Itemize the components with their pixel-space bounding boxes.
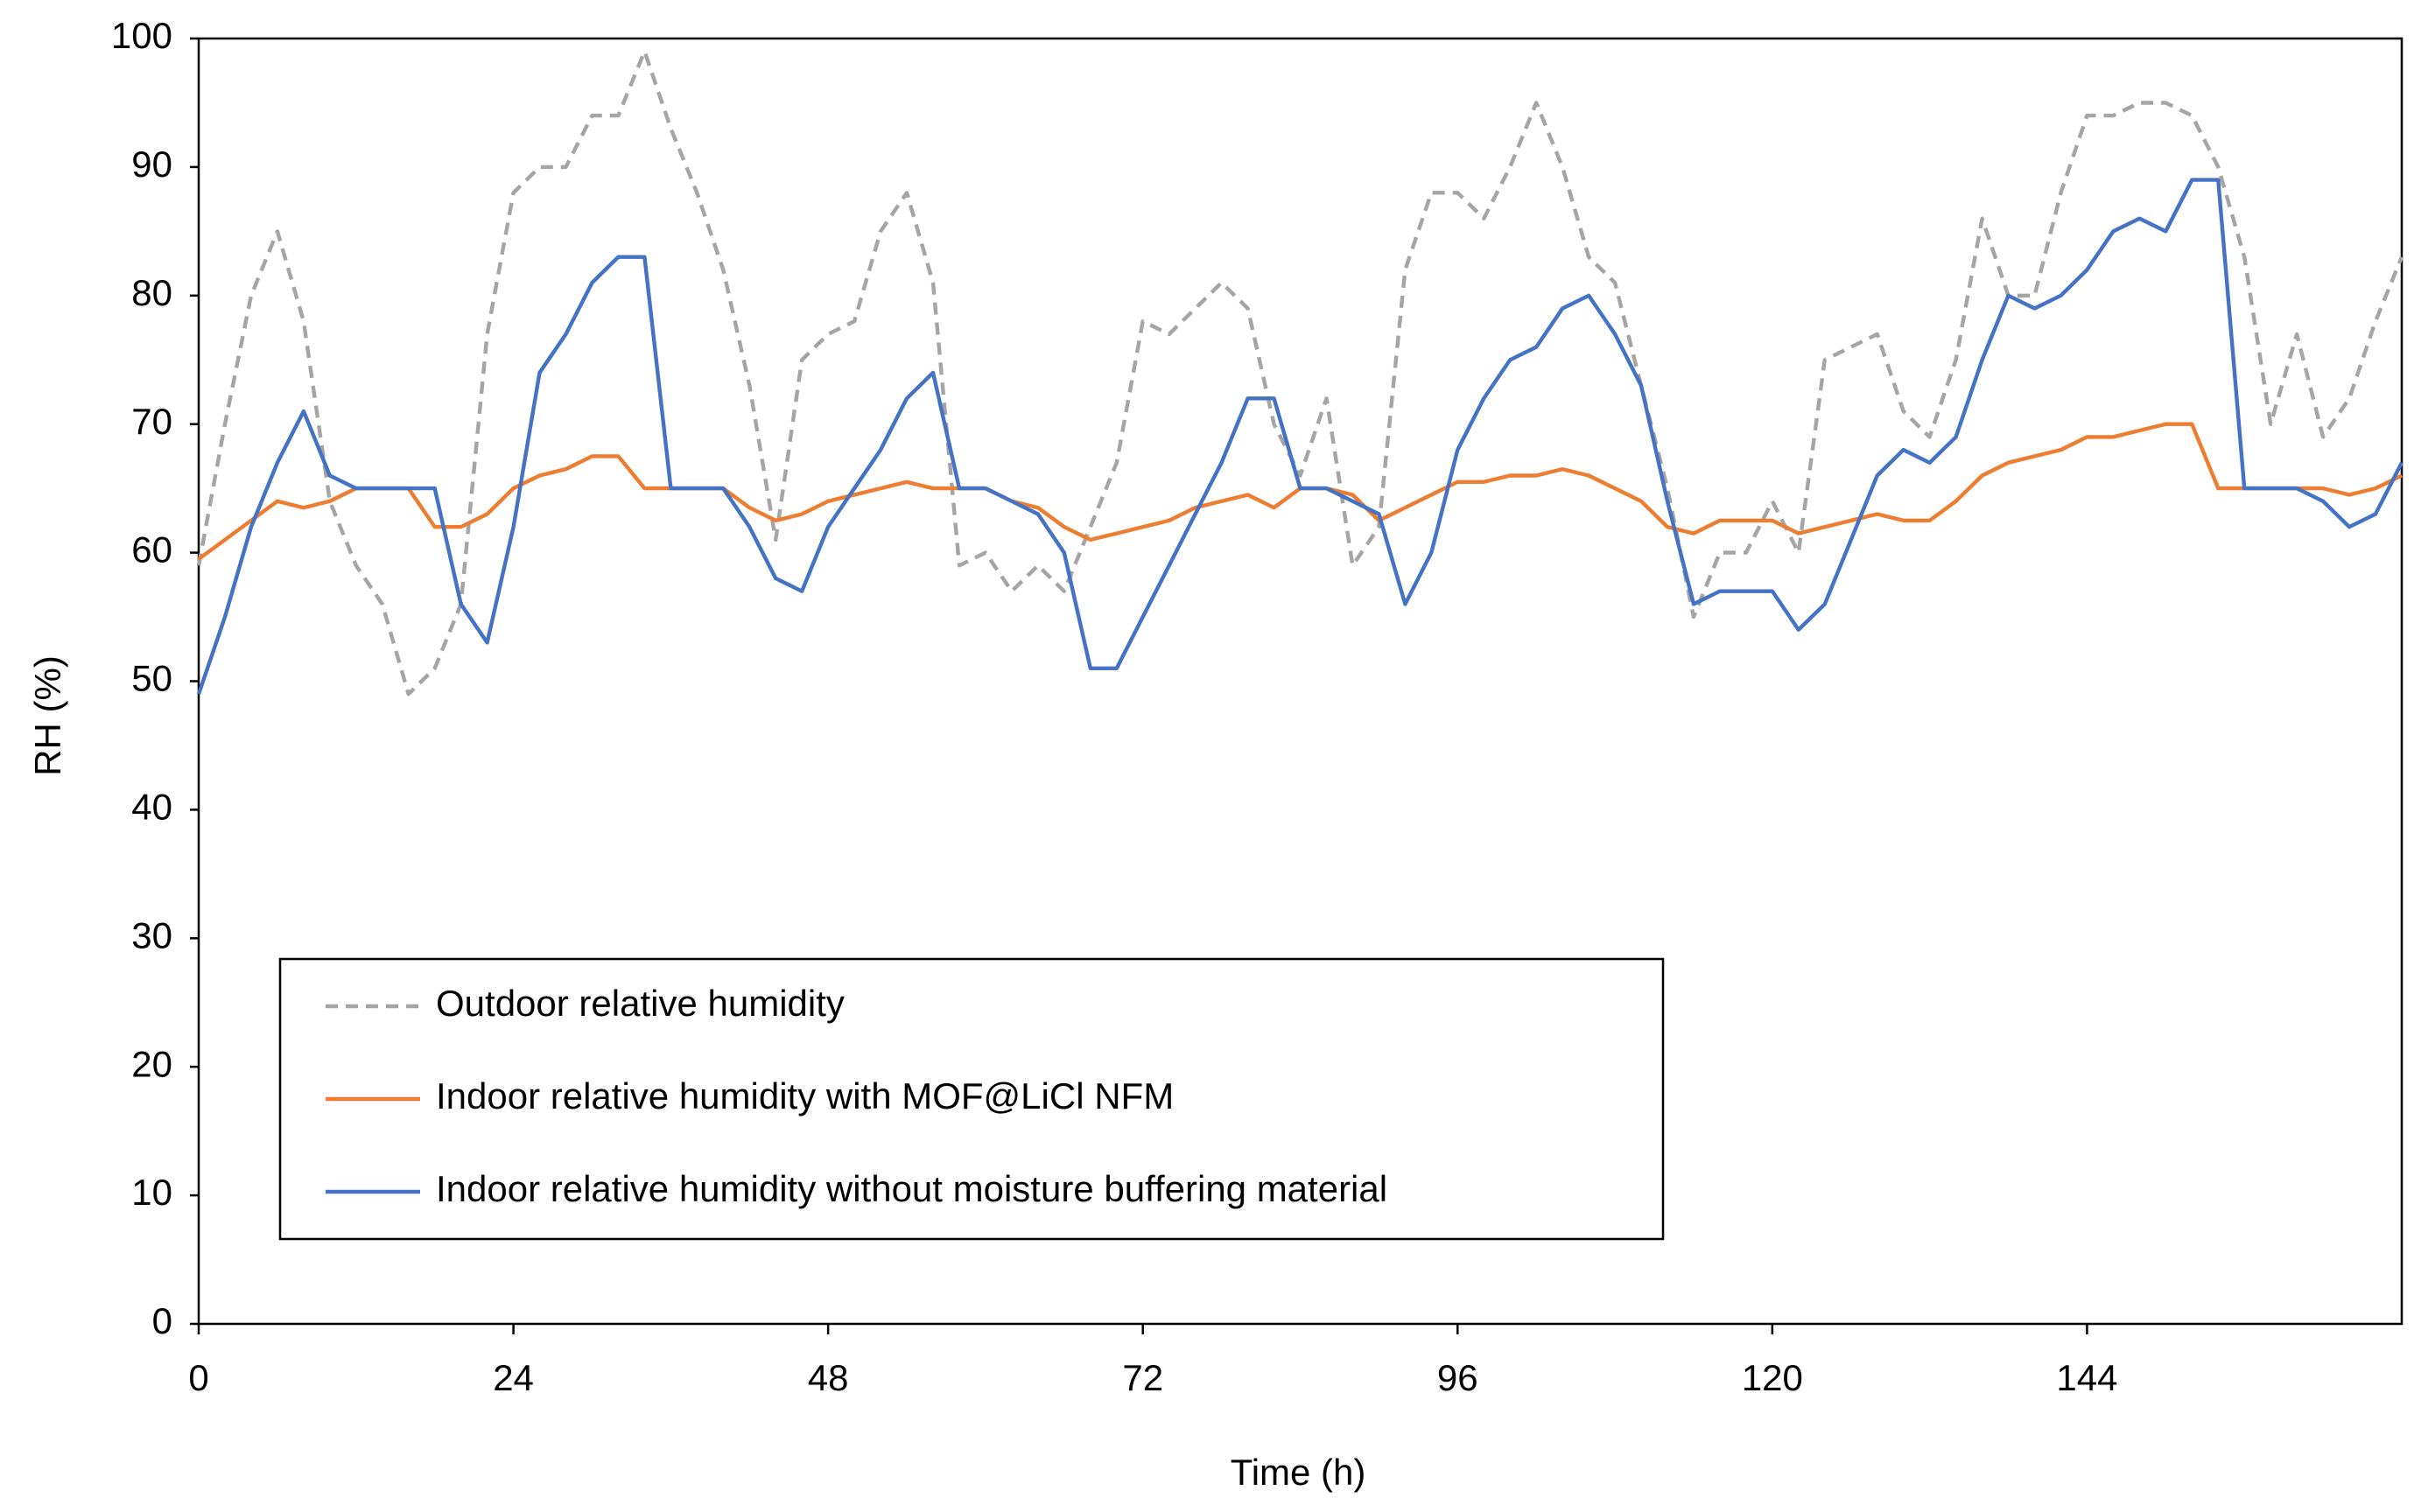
y-tick-label: 0 [152,1300,172,1341]
y-tick-label: 80 [131,272,172,313]
x-tick-label: 120 [1742,1357,1803,1398]
y-tick-label: 30 [131,914,172,956]
series-line [196,178,2403,695]
y-tick-label: 50 [131,658,172,699]
y-tick-label: 90 [131,144,172,185]
legend-label: Indoor relative humidity without moistur… [436,1168,1387,1209]
y-axis-title: RH (%) [27,655,68,776]
legend-box [278,957,1665,1241]
y-tick-label: 10 [131,1172,172,1213]
x-tick-label: 48 [808,1357,849,1398]
x-axis-title: Time (h) [1231,1452,1366,1493]
series-line [196,49,2404,696]
legend-label: Outdoor relative humidity [436,983,845,1024]
y-tick-label: 70 [131,401,172,442]
x-tick-label: 0 [188,1357,208,1398]
x-tick-label: 24 [493,1357,534,1398]
y-tick-label: 20 [131,1043,172,1084]
x-tick-label: 72 [1122,1357,1163,1398]
y-tick-label: 40 [131,786,172,827]
y-tick-label: 60 [131,529,172,570]
x-tick-label: 96 [1437,1357,1478,1398]
x-tick-label: 144 [2056,1357,2117,1398]
y-tick-label: 100 [111,15,172,56]
legend-label: Indoor relative humidity with MOF@LiCl N… [436,1075,1174,1116]
